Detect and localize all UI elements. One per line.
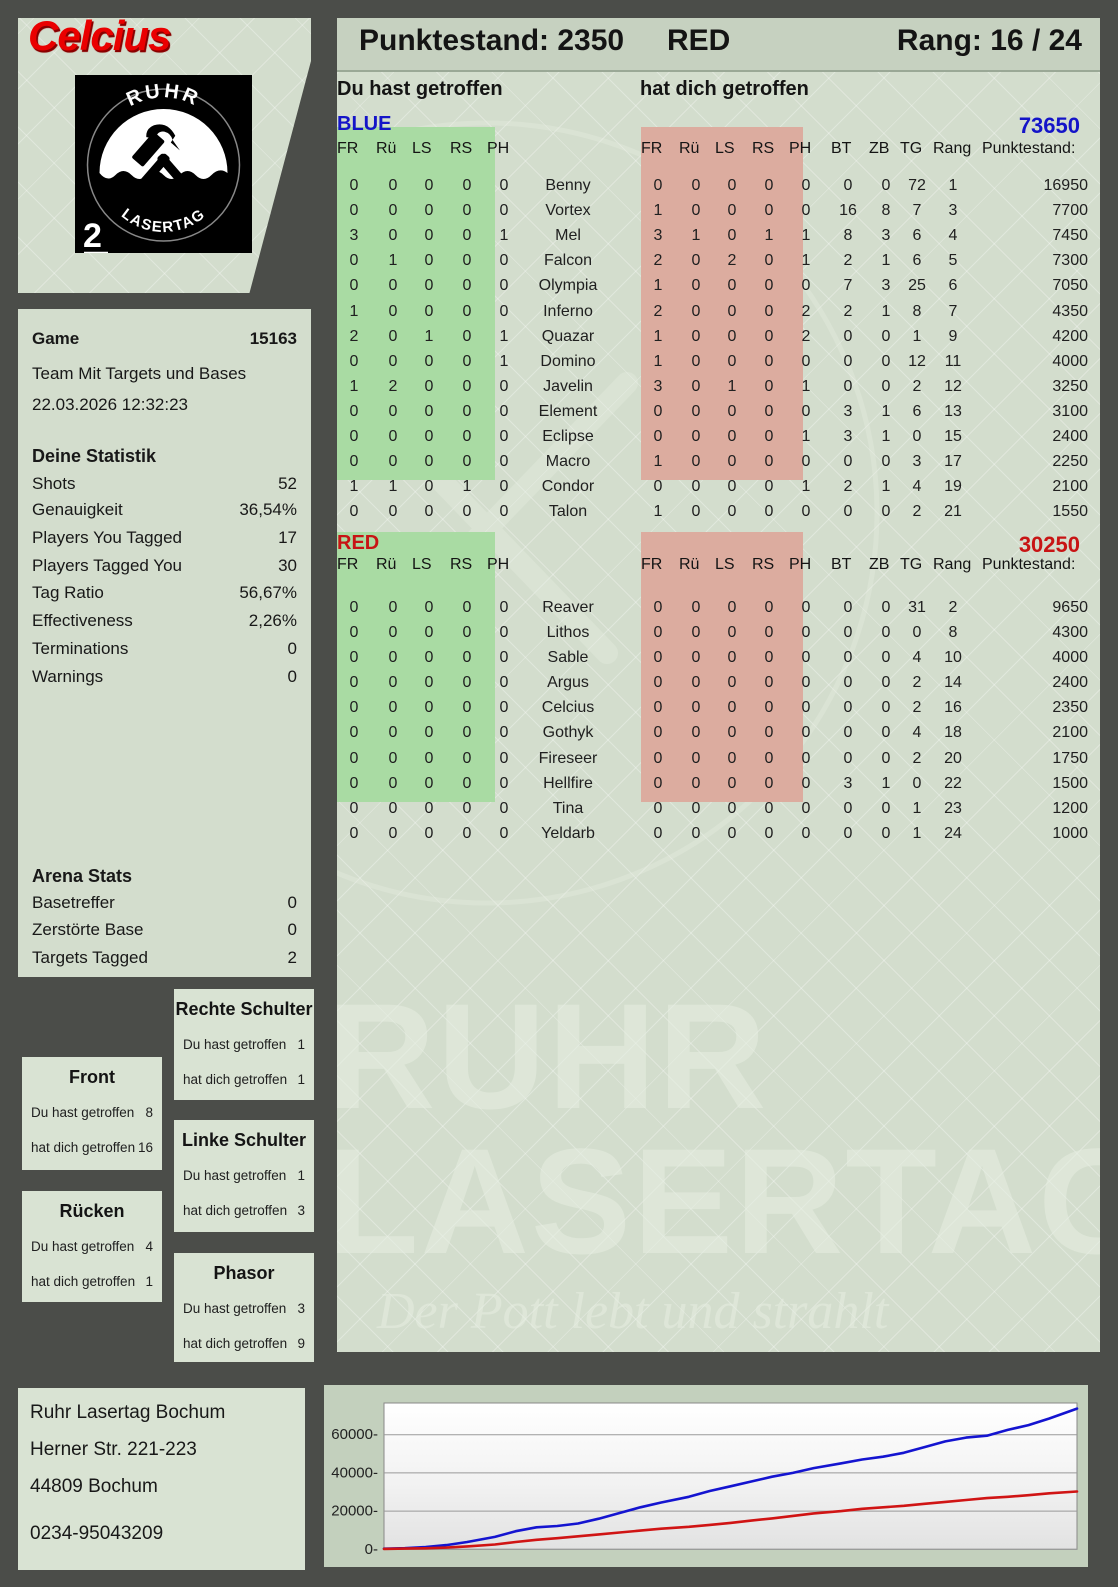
svg-text:0-: 0-	[365, 1541, 378, 1558]
svg-text:40000-: 40000-	[331, 1464, 378, 1481]
svg-text:60000-: 60000-	[331, 1426, 378, 1443]
svg-text:Der Pott lebt und strahlt: Der Pott lebt und strahlt	[376, 1283, 890, 1340]
svg-text:LASERTAG: LASERTAG	[337, 1117, 1100, 1285]
svg-text:2: 2	[83, 217, 102, 253]
svg-text:RUHR: RUHR	[337, 972, 768, 1140]
svg-text:20000-: 20000-	[331, 1503, 378, 1520]
